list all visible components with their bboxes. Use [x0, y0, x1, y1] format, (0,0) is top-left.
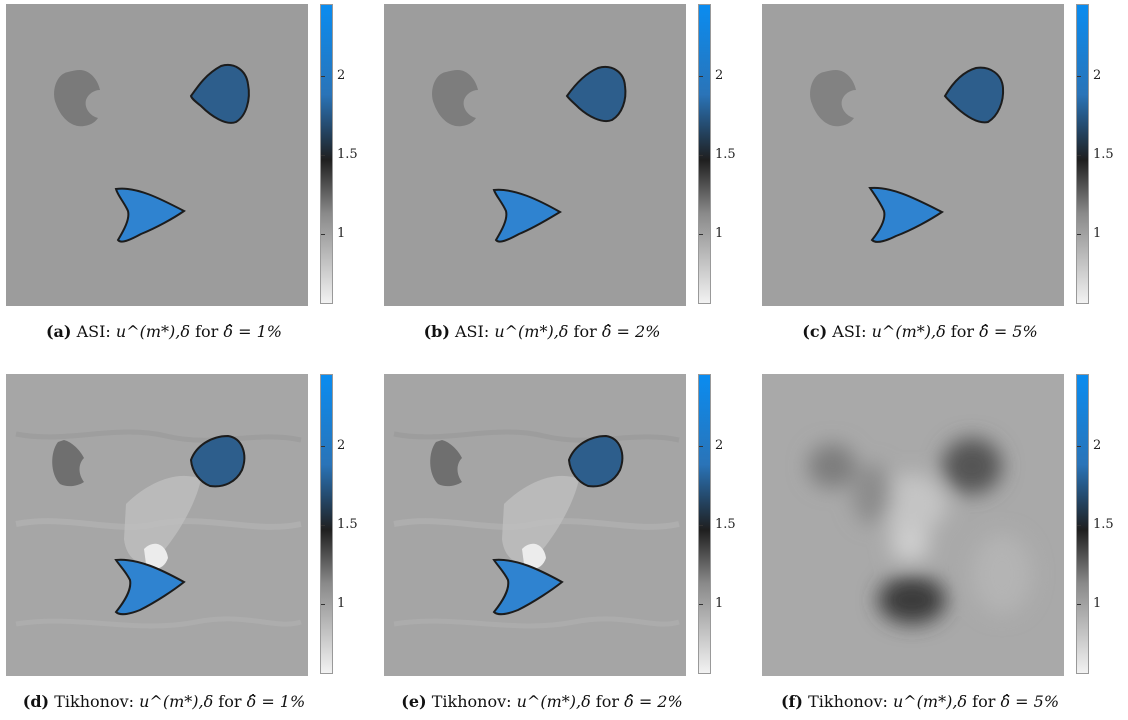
colorbar-tick: [321, 233, 325, 235]
colorbar-tick: [699, 603, 703, 605]
colorbar-tick-label: 1: [715, 225, 724, 241]
colorbar-tick: [1077, 525, 1081, 526]
colorbar-c: [1076, 4, 1089, 304]
colorbar-tick: [699, 233, 703, 235]
method-label: ASI:: [832, 322, 867, 341]
method-label: Tikhonov:: [54, 692, 135, 711]
for-word: for: [218, 692, 242, 711]
reconstruction-image-f: [762, 374, 1064, 676]
colorbar-tick-label: 2: [337, 438, 346, 454]
method-label: ASI:: [455, 322, 490, 341]
reconstruction-image-b: [384, 4, 686, 306]
caption-d: (d) Tikhonov: u^(m*),δ for δ̂ = 1%: [0, 692, 354, 711]
panel-label: (d): [22, 692, 50, 711]
colorbar-e: [698, 374, 711, 674]
colorbar-b: [698, 4, 711, 304]
panel-label: (b): [423, 322, 450, 341]
colorbar-tick: [321, 603, 325, 605]
colorbar-tick-label: 2: [1093, 438, 1102, 454]
reconstruction-image-e: [384, 374, 686, 676]
noise-level: δ̂ = 2%: [601, 322, 661, 341]
colorbar-tick-label: 1.5: [337, 147, 358, 162]
math-expression: u^(m*),δ: [115, 322, 191, 341]
method-label: Tikhonov:: [808, 692, 888, 711]
panel-label: (e): [401, 692, 427, 711]
for-word: for: [972, 692, 996, 711]
noise-level: δ̂ = 1%: [223, 322, 282, 341]
noise-level: δ̂ = 5%: [1000, 692, 1060, 711]
panel-label: (c): [802, 322, 828, 341]
colorbar-tick: [1077, 76, 1081, 78]
colorbar-tick-label: 1.5: [715, 147, 736, 162]
colorbar-tick: [699, 525, 703, 526]
panel-label: (f): [780, 692, 803, 711]
colorbar-tick-label: 1: [337, 595, 346, 611]
for-word: for: [195, 322, 219, 341]
caption-f: (f) Tikhonov: u^(m*),δ for δ̂ = 5%: [730, 692, 1110, 711]
colorbar-tick-label: 1: [715, 595, 724, 611]
math-expression: u^(m*),δ: [871, 322, 946, 341]
colorbar-tick-label: 1.5: [715, 517, 736, 532]
math-expression: u^(m*),δ: [892, 692, 968, 711]
math-expression: u^(m*),δ: [494, 322, 569, 341]
noise-level: δ̂ = 1%: [246, 692, 306, 711]
colorbar-tick: [699, 446, 703, 448]
caption-b: (b) ASI: u^(m*),δ for δ̂ = 2%: [352, 322, 732, 341]
noise-level: δ̂ = 2%: [624, 692, 683, 711]
colorbar-tick-label: 1: [1093, 595, 1102, 611]
colorbar-tick: [699, 76, 703, 78]
colorbar-tick: [1077, 233, 1081, 235]
method-label: ASI:: [76, 322, 111, 341]
math-expression: u^(m*),δ: [139, 692, 214, 711]
colorbar-tick: [321, 76, 325, 78]
colorbar-tick: [321, 525, 325, 526]
colorbar-tick-label: 1: [337, 225, 346, 241]
colorbar-tick: [699, 155, 703, 156]
colorbar-tick-label: 1.5: [337, 517, 358, 532]
colorbar-tick-label: 2: [715, 438, 724, 454]
caption-c: (c) ASI: u^(m*),δ for δ̂ = 5%: [730, 322, 1110, 341]
math-expression: u^(m*),δ: [516, 692, 591, 711]
colorbar-tick: [1077, 155, 1081, 156]
colorbar-tick-label: 2: [715, 68, 724, 84]
colorbar-tick: [1077, 446, 1081, 448]
colorbar-f: [1076, 374, 1089, 674]
colorbar-tick-label: 2: [1093, 68, 1102, 84]
colorbar-tick-label: 1.5: [1093, 147, 1114, 162]
reconstruction-image-d: [6, 374, 308, 676]
for-word: for: [595, 692, 619, 711]
reconstruction-image-c: [762, 4, 1064, 306]
colorbar-d: [320, 374, 333, 674]
colorbar-tick-label: 1: [1093, 225, 1102, 241]
colorbar-a: [320, 4, 333, 304]
colorbar-tick-label: 2: [337, 68, 346, 84]
panel-label: (a): [45, 322, 72, 341]
colorbar-tick: [1077, 603, 1081, 605]
caption-e: (e) Tikhonov: u^(m*),δ for δ̂ = 2%: [352, 692, 732, 711]
colorbar-tick-label: 1.5: [1093, 517, 1114, 532]
method-label: Tikhonov:: [431, 692, 512, 711]
caption-a: (a) ASI: u^(m*),δ for δ̂ = 1%: [0, 322, 354, 341]
colorbar-tick: [321, 446, 325, 448]
for-word: for: [950, 322, 974, 341]
reconstruction-image-a: [6, 4, 308, 306]
noise-level: δ̂ = 5%: [979, 322, 1038, 341]
colorbar-tick: [321, 155, 325, 156]
for-word: for: [573, 322, 597, 341]
